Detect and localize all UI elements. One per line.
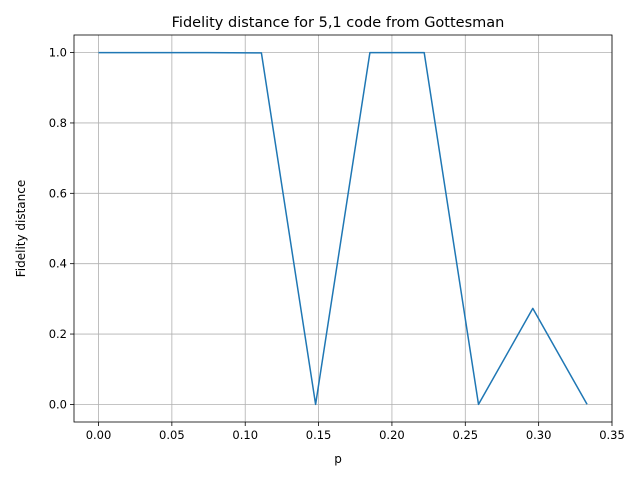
series-line (98, 51, 588, 406)
x-tick-label: 0.35 (599, 428, 625, 442)
y-tick-label: 1.0 (49, 46, 67, 60)
y-tick-label: 0.8 (49, 116, 67, 130)
chart-title: Fidelity distance for 5,1 code from Gott… (172, 15, 505, 31)
x-tick-label: 0.30 (526, 428, 552, 442)
series-group (98, 51, 588, 406)
x-axis-label: p (334, 452, 342, 466)
x-tick-label: 0.10 (232, 428, 258, 442)
axis-ticks: 0.00 0.05 0.10 0.15 0.20 0.25 0.30 0.35 0.0 0.2 0.… (49, 46, 625, 442)
plot-frame (73, 34, 613, 423)
y-tick-label: 0.2 (49, 327, 67, 341)
x-tick-label: 0.00 (86, 428, 112, 442)
x-tick-label: 0.20 (379, 428, 405, 442)
x-tick-label: 0.15 (306, 428, 332, 442)
y-axis-label: Fidelity distance (14, 180, 28, 278)
y-tick-label: 0.0 (49, 397, 67, 411)
x-tick-label: 0.25 (452, 428, 478, 442)
y-tick-label: 0.4 (49, 257, 67, 271)
grid (74, 35, 613, 422)
x-tick-label: 0.05 (159, 428, 185, 442)
y-tick-label: 0.6 (49, 186, 67, 200)
